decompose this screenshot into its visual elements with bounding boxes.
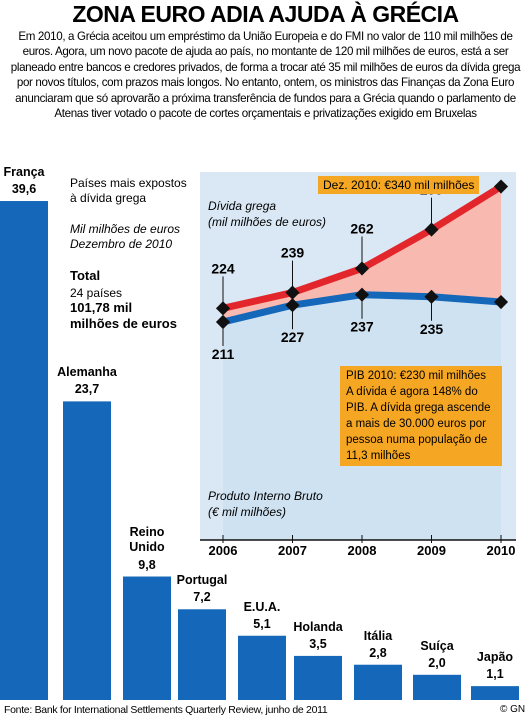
x-tick-label: 2007: [278, 543, 307, 558]
point: [215, 301, 231, 316]
point: [215, 314, 231, 330]
credit: © GN: [500, 704, 526, 715]
callout: Dez. 2010: €340 mil milhões: [318, 176, 480, 194]
series-name: Produto Interno Bruto (€ mil milhões): [208, 489, 323, 519]
x-tick-label: 2010: [487, 543, 516, 558]
bar-chart-annotation: 101,78 mil milhões de euros: [70, 300, 177, 331]
bar-category-label: Alemanha: [57, 365, 117, 380]
bar-value-label: 3,5: [309, 636, 327, 651]
bar-category-label: Itália: [363, 628, 393, 643]
bar-category-label: E.U.A.: [243, 599, 281, 614]
bar-value-label: 2,8: [369, 645, 387, 660]
point-label: 239: [281, 245, 305, 261]
bar-chart-subtitle: Mil milhões de euros Dezembro de 2010: [70, 222, 181, 251]
x-tick-label: 2009: [417, 543, 446, 558]
point-label: 237: [350, 319, 374, 335]
bar: [63, 401, 111, 700]
bar-category-label: Reino Unido: [129, 524, 165, 554]
bar-category-label: Japão: [476, 650, 514, 665]
bar: [471, 686, 519, 700]
headline: ZONA EURO ADIA AJUDA À GRÉCIA: [72, 1, 459, 27]
intro-text: Em 2010, a Grécia aceitou um empréstimo …: [10, 30, 521, 121]
bar-chart-title: Países mais expostos à dívida grega: [70, 176, 187, 205]
bar: [238, 635, 286, 700]
point: [493, 179, 509, 194]
point-label: 211: [212, 346, 235, 362]
bar-value-label: 39,6: [11, 182, 37, 197]
series-name: Dívida grega (mil milhões de euros): [208, 199, 327, 229]
source: Fonte: Bank for International Settlement…: [4, 704, 328, 716]
point: [424, 289, 439, 304]
callout: PIB 2010: €230 mil milhões A dívida é ag…: [340, 366, 502, 466]
point-label: 227: [281, 329, 305, 345]
point: [285, 298, 300, 313]
bar-category-label: França: [3, 165, 45, 180]
point-label: 235: [420, 321, 444, 337]
bar-value-label: 1,1: [486, 667, 504, 682]
point-label: 224: [211, 260, 235, 276]
bar-value-label: 23,7: [74, 382, 100, 397]
bar-chart-annotation: Total: [70, 268, 101, 283]
x-tick-label: 2008: [348, 543, 377, 558]
bar: [123, 576, 171, 700]
bar-category-label: Holanda: [293, 619, 343, 634]
bar-value-label: 2,0: [428, 655, 446, 670]
bar: [0, 201, 48, 701]
bar: [354, 664, 402, 700]
bar-value-label: 9,8: [138, 557, 156, 572]
point-label: 262: [350, 220, 374, 236]
point: [424, 222, 439, 237]
bar-value-label: 7,2: [193, 590, 211, 605]
bar-value-label: 5,1: [253, 616, 271, 631]
bar-chart-annotation: 24 países: [70, 286, 123, 300]
bar: [294, 655, 342, 700]
point: [285, 285, 300, 300]
bar: [178, 609, 226, 700]
point: [354, 287, 370, 302]
bar-category-label: Portugal: [176, 573, 228, 588]
bar: [413, 674, 461, 700]
point: [354, 261, 370, 276]
bar-category-label: Suíça: [420, 638, 454, 653]
point: [493, 294, 509, 310]
x-tick-label: 2006: [209, 543, 238, 558]
